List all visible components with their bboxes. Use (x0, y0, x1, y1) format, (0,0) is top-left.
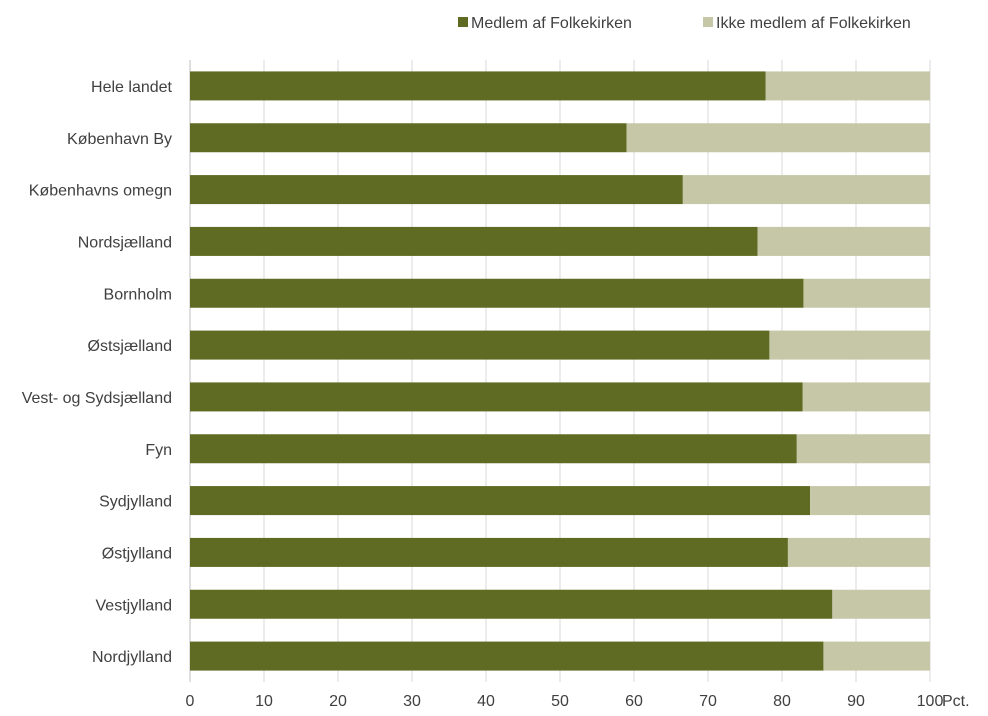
y-tick-label: Københavns omegn (29, 183, 172, 200)
x-tick-label: 90 (847, 693, 865, 710)
y-tick-label: Fyn (145, 442, 172, 459)
y-tick-label: Vest- og Sydsjælland (22, 390, 172, 407)
bar-ikke-medlem (796, 434, 930, 464)
bar-ikke-medlem (769, 330, 930, 360)
x-tick-label: 0 (186, 693, 195, 710)
bar-medlem (190, 641, 824, 671)
y-tick-label: Hele landet (91, 79, 173, 96)
legend-swatch (458, 17, 468, 27)
legend: Medlem af Folkekirken Ikke medlem af Folk… (458, 15, 911, 32)
bar-medlem (190, 434, 797, 464)
bar-ikke-medlem (765, 71, 930, 101)
bars (190, 71, 930, 671)
bar-ikke-medlem (757, 226, 930, 256)
y-tick-label: Nordjylland (92, 649, 172, 666)
x-tick-label: 70 (699, 693, 717, 710)
y-tick-label: Bornholm (104, 286, 172, 303)
x-tick-label: 20 (329, 693, 347, 710)
bar-medlem (190, 537, 788, 567)
y-tick-label: Østsjælland (88, 338, 172, 355)
bar-ikke-medlem (803, 278, 930, 308)
x-tick-label: 30 (403, 693, 421, 710)
bar-ikke-medlem (832, 589, 930, 619)
bar-ikke-medlem (823, 641, 930, 671)
bar-ikke-medlem (682, 175, 930, 205)
bar-medlem (190, 71, 766, 101)
bar-medlem (190, 226, 758, 256)
bar-medlem (190, 278, 804, 308)
bar-medlem (190, 589, 833, 619)
x-tick-label: 40 (477, 693, 495, 710)
x-tick-label: 80 (773, 693, 791, 710)
bar-medlem (190, 486, 811, 516)
x-axis-unit: Pct. (942, 693, 970, 710)
legend-label: Medlem af Folkekirken (471, 15, 632, 32)
bar-medlem (190, 123, 627, 153)
gridlines (189, 60, 931, 682)
bar-medlem (190, 330, 770, 360)
bar-ikke-medlem (802, 382, 930, 412)
y-tick-label: København By (67, 131, 172, 148)
bar-medlem (190, 382, 803, 412)
x-tick-label: 100 (917, 693, 944, 710)
bar-ikke-medlem (787, 537, 930, 567)
y-tick-label: Østjylland (102, 545, 172, 562)
bar-ikke-medlem (810, 486, 930, 516)
y-axis-labels: Hele landet København By Københavns omegn N… (22, 79, 173, 666)
y-tick-label: Vestjylland (96, 597, 173, 614)
x-tick-label: 50 (551, 693, 569, 710)
y-tick-label: Nordsjælland (78, 234, 172, 251)
y-tick-label: Sydjylland (99, 494, 172, 511)
x-tick-label: 10 (255, 693, 273, 710)
bar-ikke-medlem (626, 123, 930, 153)
legend-label: Ikke medlem af Folkekirken (716, 15, 911, 32)
x-tick-label: 60 (625, 693, 643, 710)
legend-swatch (703, 17, 713, 27)
bar-medlem (190, 175, 683, 205)
